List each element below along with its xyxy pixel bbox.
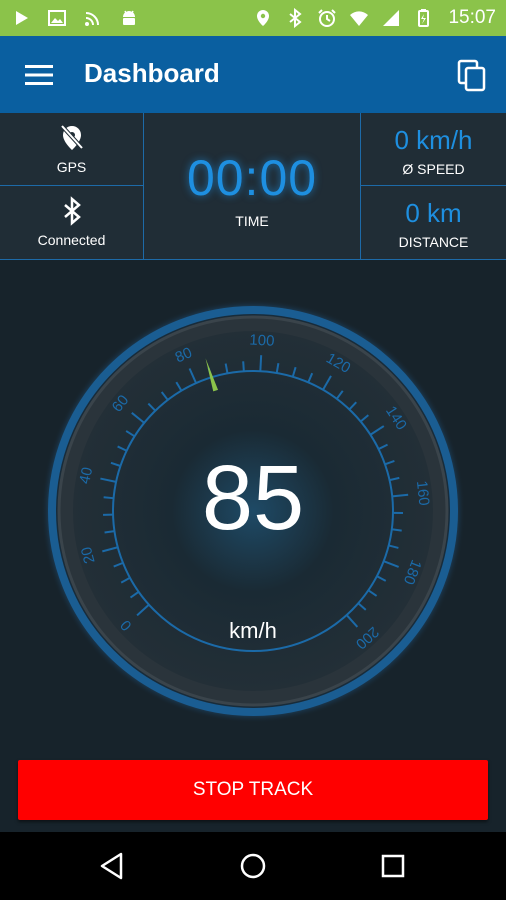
gauge-tick [345,614,359,628]
gauge-tick-label: 80 [173,344,195,366]
android-icon [118,7,140,29]
bluetooth-icon [63,196,81,226]
cell-signal-icon [380,7,402,29]
bluetooth-icon [284,7,306,29]
gauge-tick [291,366,297,378]
wifi-signal-icon [82,7,104,29]
bluetooth-label: Connected [37,232,106,248]
back-icon[interactable] [92,846,132,886]
avg-speed-label: Ø SPEED [402,161,465,177]
gauge-tick [147,402,157,412]
gauge-tick [369,425,385,436]
gauge-tick [125,430,136,438]
play-icon [10,7,32,29]
home-icon[interactable] [233,846,273,886]
gauge-tick [389,476,400,482]
gauge-tick [224,363,229,374]
gauge-tick [131,412,145,424]
gauge-tick [129,590,140,599]
speed-unit: km/h [229,618,277,643]
avg-speed-value: 0 km/h [394,125,473,155]
page-title: Dashboard [84,58,220,88]
battery-icon [412,7,434,29]
gauge-tick [120,576,131,584]
gauge-tick [378,443,388,450]
gauge-tick-label: 100 [249,332,275,350]
image-icon [46,7,68,29]
gauge-tick [357,602,367,611]
current-speed: 85 [201,447,305,549]
status-time: 15:07 [448,7,496,28]
gauge-tick [307,372,314,383]
gauge-tick [348,401,357,411]
gauge-tick [384,459,395,466]
gps-status[interactable]: GPS [0,113,144,186]
gauge-tick [117,445,128,452]
gauge-tick [175,381,183,392]
gauge-tick [242,361,245,372]
distance-stat: 0 km DISTANCE [361,186,506,259]
location-icon [252,7,274,29]
wifi-icon [348,7,370,29]
stop-track-button[interactable]: STOP TRACK [18,760,488,820]
gauge-tick [383,560,399,568]
bluetooth-status[interactable]: Connected [0,186,144,259]
alarm-icon [316,7,338,29]
gauge-tick [259,355,263,372]
gauge-tick [359,414,369,423]
gauge-tick [103,496,114,500]
gauge-tick-label: 20 [78,545,99,566]
distance-value: 0 km [405,198,462,228]
distance-label: DISTANCE [398,234,469,250]
menu-icon[interactable] [20,58,58,92]
gauge-tick [367,589,378,597]
avg-speed-stat: 0 km/h Ø SPEED [361,113,506,186]
gauge-tick [102,546,119,553]
time-label: TIME [235,213,269,229]
gauge-tick [104,530,115,534]
speedometer: 0 20 40 60 80 100 120 140 160 180 200 [40,298,466,724]
gauge-tick [335,390,344,400]
gauge-tick [275,362,280,374]
gauge-tick [160,391,169,401]
gauge-tick [322,375,332,391]
stats-panel: GPS Connected 00:00 TIME 0 km/h Ø SPEED … [0,113,506,260]
gauge-tick-label: 60 [109,392,133,416]
app-bar: Dashboard [0,36,506,113]
gauge-tick [388,544,399,549]
recents-icon[interactable] [373,846,413,886]
time-value: 00:00 [186,150,318,206]
time-stat: 00:00 TIME [144,113,361,259]
copy-icon[interactable] [452,56,492,96]
gauge-tick-label: 40 [76,466,96,486]
gauge-tick [376,575,387,582]
speed-needle [205,358,219,392]
gauge-tick-label: 160 [413,480,433,507]
gauge-tick [136,603,150,617]
gps-label: GPS [56,159,87,175]
gps-off-icon [60,124,83,150]
gauge-tick [392,493,409,498]
gauge-tick [110,461,121,467]
gauge-tick [100,477,117,483]
navigation-bar [0,832,506,900]
gauge-tick [113,561,124,568]
status-bar: 15:07 [0,0,506,36]
gauge-tick [391,528,402,532]
gauge-tick [188,368,197,384]
